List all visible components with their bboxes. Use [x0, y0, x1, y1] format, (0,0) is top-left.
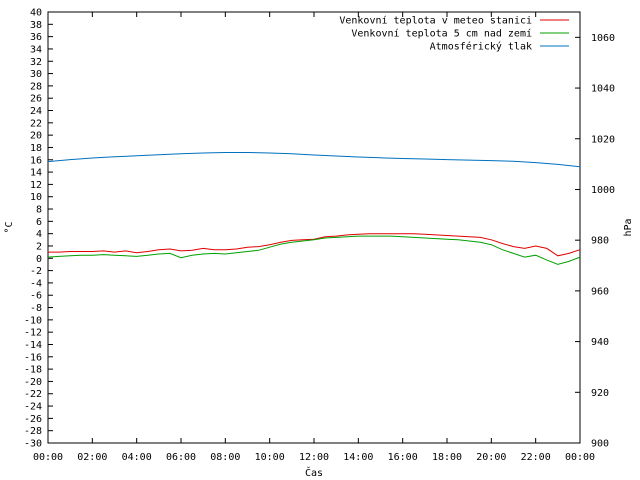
y-tick-label: 34	[30, 44, 42, 55]
y-tick-label: 36	[30, 32, 42, 43]
y-tick-label: -30	[24, 439, 42, 450]
y-tick-label: -28	[24, 426, 42, 437]
y-tick-label: 0	[36, 254, 42, 265]
y-tick-label: -2	[30, 266, 42, 277]
y-tick-label: 2	[36, 241, 42, 252]
x-tick-label: 18:00	[432, 452, 462, 463]
series-line-1	[47, 235, 581, 265]
y-tick-label: 22	[30, 118, 42, 129]
y-tick-label: 24	[30, 106, 42, 117]
legend-label-1: Venkovní teplota 5 cm nad zemí	[351, 28, 532, 40]
x-axis-label: Čas	[305, 466, 323, 479]
y-axis-label: °C	[4, 221, 15, 233]
y-tick-label: 30	[30, 69, 42, 80]
x-tick-label: 00:00	[565, 452, 595, 463]
y2-tick-label: 960	[591, 286, 609, 297]
y-tick-label: -24	[24, 402, 42, 413]
y-tick-label: -8	[30, 303, 42, 314]
y-tick-label: 20	[30, 131, 42, 142]
y-tick-label: 12	[30, 180, 42, 191]
y-tick-label: -6	[30, 291, 42, 302]
y-tick-label: 40	[30, 8, 42, 19]
y-tick-label: 26	[30, 94, 42, 105]
y-tick-label: 10	[30, 192, 42, 203]
y2-tick-label: 1040	[591, 84, 615, 95]
y-tick-label: 16	[30, 155, 42, 166]
plot-border	[47, 11, 581, 444]
legend: Venkovní teplota v meteo staniciVenkovní…	[339, 15, 569, 53]
y-tick-label: 6	[36, 217, 42, 228]
series-line-0	[48, 233, 581, 257]
y-tick-label: 28	[30, 81, 42, 92]
series-line-2	[47, 152, 581, 168]
y2-tick-label: 980	[591, 236, 609, 247]
x-tick-label: 12:00	[299, 452, 329, 463]
y2-axis-label: hPa	[623, 218, 634, 236]
y2-tick-label: 1000	[591, 185, 615, 196]
x-tick-label: 20:00	[476, 452, 506, 463]
x-tick-label: 04:00	[122, 452, 152, 463]
x-tick-label: 00:00	[33, 452, 63, 463]
x-tick-label: 06:00	[166, 452, 196, 463]
y2-tick-label: 920	[591, 388, 609, 399]
y-tick-label: -4	[30, 278, 42, 289]
y-tick-label: 4	[36, 229, 42, 240]
y-tick-label: 32	[30, 57, 42, 68]
y2-tick-label: 940	[591, 337, 609, 348]
y-tick-label: -18	[24, 365, 42, 376]
y-tick-label: -10	[24, 315, 42, 326]
x-tick-label: 08:00	[210, 452, 240, 463]
y2-tick-label: 1020	[591, 134, 615, 145]
legend-label-2: Atmosférický tlak	[430, 41, 532, 53]
x-tick-label: 22:00	[521, 452, 551, 463]
legend-label-0: Venkovní teplota v meteo stanici	[339, 15, 532, 27]
plot-area	[47, 152, 581, 265]
x-tick-label: 14:00	[343, 452, 373, 463]
y2-tick-label: 900	[591, 439, 609, 450]
chart-axes: -30-28-26-24-22-20-18-16-14-12-10-8-6-4-…	[4, 8, 634, 480]
y-tick-label: 14	[30, 168, 42, 179]
y-tick-label: -26	[24, 414, 42, 425]
y-tick-label: 18	[30, 143, 42, 154]
y-tick-label: -22	[24, 389, 42, 400]
y2-tick-label: 1060	[591, 33, 615, 44]
y-tick-label: -16	[24, 352, 42, 363]
x-tick-label: 02:00	[77, 452, 107, 463]
y-tick-label: 38	[30, 20, 42, 31]
x-tick-label: 16:00	[388, 452, 418, 463]
y-tick-label: 8	[36, 205, 42, 216]
y-tick-label: -20	[24, 377, 42, 388]
y-tick-label: -12	[24, 328, 42, 339]
x-tick-label: 10:00	[255, 452, 285, 463]
y-tick-label: -14	[24, 340, 42, 351]
